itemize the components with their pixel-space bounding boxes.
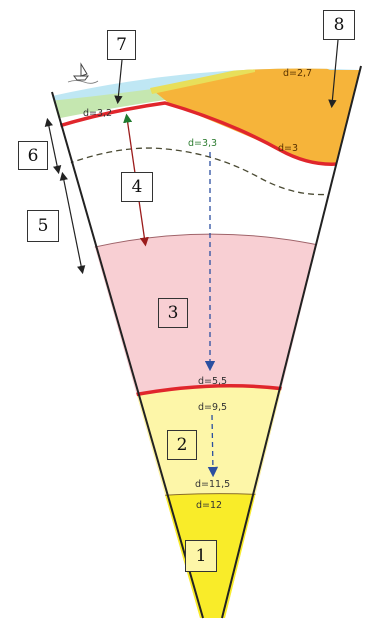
label-box-2: 2: [167, 430, 197, 460]
asthenosphere-thickness-arrow: [59, 171, 86, 275]
label-box-5: 5: [27, 210, 59, 242]
density-upper-mantle: d=3,3: [188, 138, 217, 149]
density-lower-mantle-top: d=5,5: [198, 376, 227, 387]
label-box-3: 3: [158, 298, 188, 328]
density-outer-core-bottom: d=11,5: [195, 479, 230, 490]
label-box-4: 4: [121, 172, 153, 202]
density-continent-top: d=2,7: [283, 68, 312, 79]
boat-icon: [67, 62, 99, 84]
label-box-8: 8: [323, 10, 355, 40]
label-box-6: 6: [18, 141, 48, 170]
density-inner-core: d=12: [196, 500, 222, 511]
inner-core: [52, 493, 360, 618]
label-7-pointer: [114, 59, 123, 105]
density-arrow-lower: [207, 414, 219, 478]
label-box-7: 7: [107, 30, 136, 60]
moho-boundary: [52, 101, 360, 166]
label-box-1: 1: [185, 540, 217, 572]
density-ocean-crust: d=3,2: [83, 108, 112, 119]
continent: [155, 68, 360, 165]
density-outer-core-top: d=9,5: [198, 402, 227, 413]
ocean-crust: [52, 88, 165, 122]
lithosphere-base: [52, 147, 360, 196]
wedge-right-edge: [221, 65, 362, 619]
density-continent-base: d=3: [278, 143, 298, 154]
label-8-pointer: [328, 39, 339, 109]
crust-thickness-arrow: [44, 117, 62, 175]
